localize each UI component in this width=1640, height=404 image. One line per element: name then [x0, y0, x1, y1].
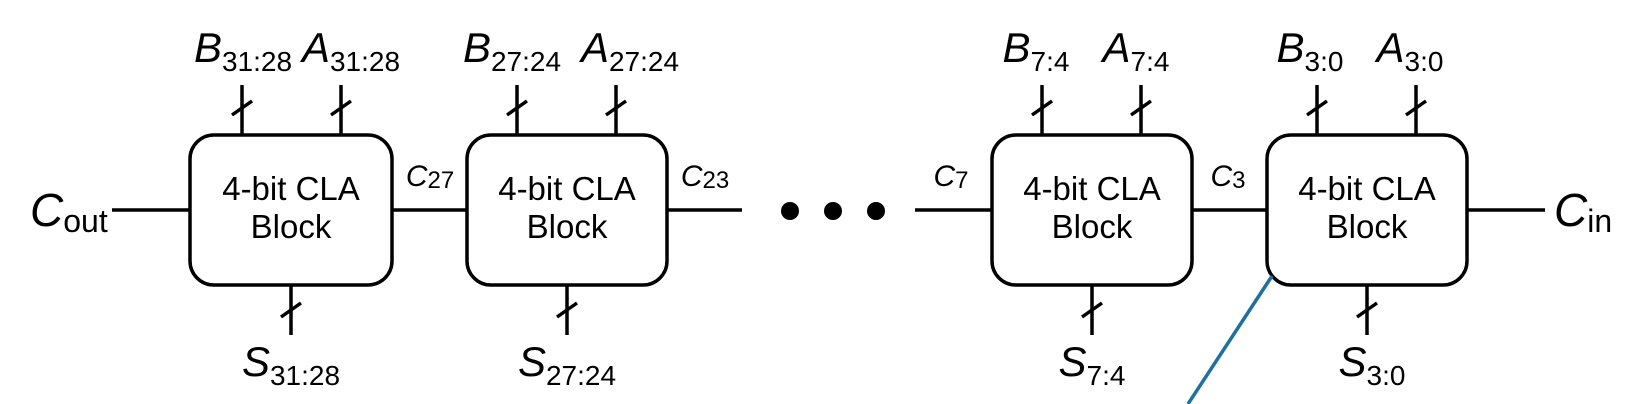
a-subscript: 3:0 [1405, 46, 1444, 77]
a-bus-slash-1 [329, 99, 353, 117]
carry-label-c27: C27 [406, 160, 454, 194]
b-bus-slash-3 [1030, 99, 1054, 117]
a-subscript: 31:28 [330, 46, 400, 77]
s-bus-slash-4 [1355, 301, 1379, 319]
a-input-label-4: A3:0 [1374, 24, 1444, 77]
carry-subscript: 23 [702, 167, 729, 194]
s-subscript: 27:24 [546, 360, 616, 391]
carry-subscript: 7 [955, 167, 968, 194]
b-letter: B [463, 24, 491, 71]
a-bus-slash-4 [1404, 99, 1428, 117]
block-label-line2: Block [1327, 208, 1408, 245]
b-bus-slash-1 [230, 99, 254, 117]
block-label-line1: 4-bit CLA [222, 170, 360, 207]
carry-subscript: 27 [427, 167, 454, 194]
a-letter: A [299, 24, 330, 71]
s-output-label-1: S31:28 [242, 338, 340, 391]
a-input-label-2: A27:24 [578, 24, 679, 77]
block-label-line2: Block [527, 208, 608, 245]
s-bus-slash-3 [1080, 301, 1104, 319]
a-input-label-1: A31:28 [299, 24, 400, 77]
b-subscript: 3:0 [1305, 46, 1344, 77]
ellipsis [781, 202, 885, 220]
b-input-label-1: B31:28 [194, 24, 292, 77]
s-subscript: 3:0 [1367, 360, 1406, 391]
a-input-label-3: A7:4 [1100, 24, 1170, 77]
b-input-label-2: B27:24 [463, 24, 561, 77]
b-subscript: 27:24 [491, 46, 561, 77]
ellipsis-dot-1 [781, 202, 799, 220]
callout-line [1186, 275, 1274, 404]
b-letter: B [1277, 24, 1305, 71]
carry-subscript: 3 [1232, 167, 1245, 194]
a-subscript: 7:4 [1131, 46, 1170, 77]
a-letter: A [1100, 24, 1131, 71]
cout-subscript: out [63, 203, 108, 239]
s-letter: S [242, 338, 270, 385]
cin-label: Cin [1554, 184, 1612, 239]
carry-letter: C [1210, 160, 1232, 193]
block-label-line2: Block [1052, 208, 1133, 245]
block-label-line1: 4-bit CLA [1023, 170, 1161, 207]
s-output-label-2: S27:24 [518, 338, 616, 391]
s-output-label-3: S7:4 [1059, 338, 1126, 391]
s-subscript: 31:28 [270, 360, 340, 391]
block-label-line1: 4-bit CLA [1298, 170, 1436, 207]
s-bus-slash-2 [555, 301, 579, 319]
b-input-label-4: B3:0 [1277, 24, 1344, 77]
s-letter: S [518, 338, 546, 385]
carry-letter: C [933, 160, 955, 193]
carry-label-c7: C7 [933, 160, 968, 194]
carry-label-c3: C3 [1210, 160, 1245, 194]
s-letter: S [1339, 338, 1367, 385]
cout-letter: C [30, 184, 64, 236]
a-bus-slash-3 [1129, 99, 1153, 117]
a-bus-slash-2 [604, 99, 628, 117]
cout-label: Cout [30, 184, 108, 239]
carry-letter: C [406, 160, 428, 193]
b-letter: B [1003, 24, 1031, 71]
b-input-label-3: B7:4 [1003, 24, 1070, 77]
carry-label-c23: C23 [681, 160, 729, 194]
s-bus-slash-1 [279, 301, 303, 319]
a-letter: A [1374, 24, 1405, 71]
b-letter: B [194, 24, 222, 71]
s-subscript: 7:4 [1087, 360, 1126, 391]
s-output-label-4: S3:0 [1339, 338, 1406, 391]
block-label-line2: Block [251, 208, 332, 245]
carry-letter: C [681, 160, 703, 193]
ellipsis-dot-2 [824, 202, 842, 220]
s-letter: S [1059, 338, 1087, 385]
a-subscript: 27:24 [609, 46, 679, 77]
ellipsis-dot-3 [867, 202, 885, 220]
b-subscript: 31:28 [222, 46, 292, 77]
cin-letter: C [1554, 184, 1588, 236]
a-letter: A [578, 24, 609, 71]
block-label-line1: 4-bit CLA [498, 170, 636, 207]
cin-subscript: in [1587, 203, 1612, 239]
b-bus-slash-2 [505, 99, 529, 117]
b-subscript: 7:4 [1031, 46, 1070, 77]
b-bus-slash-4 [1305, 99, 1329, 117]
